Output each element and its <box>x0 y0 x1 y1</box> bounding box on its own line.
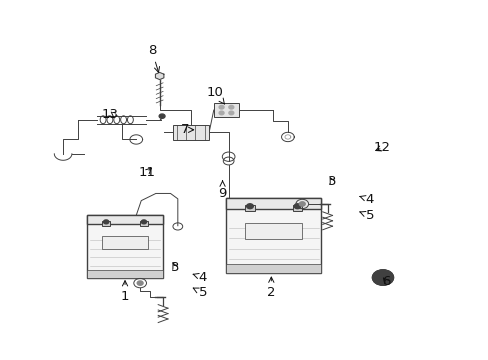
Bar <box>292 205 302 211</box>
Circle shape <box>228 105 233 109</box>
Bar <box>102 236 147 249</box>
Circle shape <box>371 270 393 285</box>
Bar <box>87 215 163 224</box>
Circle shape <box>141 220 146 224</box>
Text: 3: 3 <box>327 175 336 188</box>
Text: 6: 6 <box>381 275 389 288</box>
Text: 10: 10 <box>206 86 224 104</box>
Bar <box>102 221 110 226</box>
Bar <box>87 270 163 278</box>
Text: 8: 8 <box>147 44 159 72</box>
Text: 3: 3 <box>171 261 179 274</box>
Bar <box>213 103 239 117</box>
Circle shape <box>219 105 224 109</box>
Text: 4: 4 <box>193 271 207 284</box>
Circle shape <box>228 111 233 115</box>
Text: 7: 7 <box>181 123 193 136</box>
Bar <box>172 125 209 140</box>
Circle shape <box>246 204 253 209</box>
Bar <box>140 221 147 226</box>
Circle shape <box>159 114 164 118</box>
Bar <box>226 198 321 273</box>
Text: 1: 1 <box>121 281 129 303</box>
Bar <box>244 223 302 239</box>
Circle shape <box>294 204 300 209</box>
Text: 13: 13 <box>102 108 119 121</box>
Bar <box>226 264 321 273</box>
Text: 4: 4 <box>359 193 373 206</box>
Bar <box>226 198 321 209</box>
Text: 5: 5 <box>193 287 207 300</box>
Text: 9: 9 <box>218 181 226 200</box>
Bar <box>244 205 254 211</box>
Text: 2: 2 <box>266 277 275 300</box>
Polygon shape <box>155 72 163 80</box>
Circle shape <box>219 111 224 115</box>
Text: 11: 11 <box>138 166 155 179</box>
Circle shape <box>103 220 108 224</box>
Circle shape <box>376 273 388 282</box>
Text: 5: 5 <box>359 210 373 222</box>
Text: 12: 12 <box>373 141 390 154</box>
Circle shape <box>137 281 143 285</box>
Circle shape <box>299 202 305 206</box>
Bar <box>87 215 163 278</box>
